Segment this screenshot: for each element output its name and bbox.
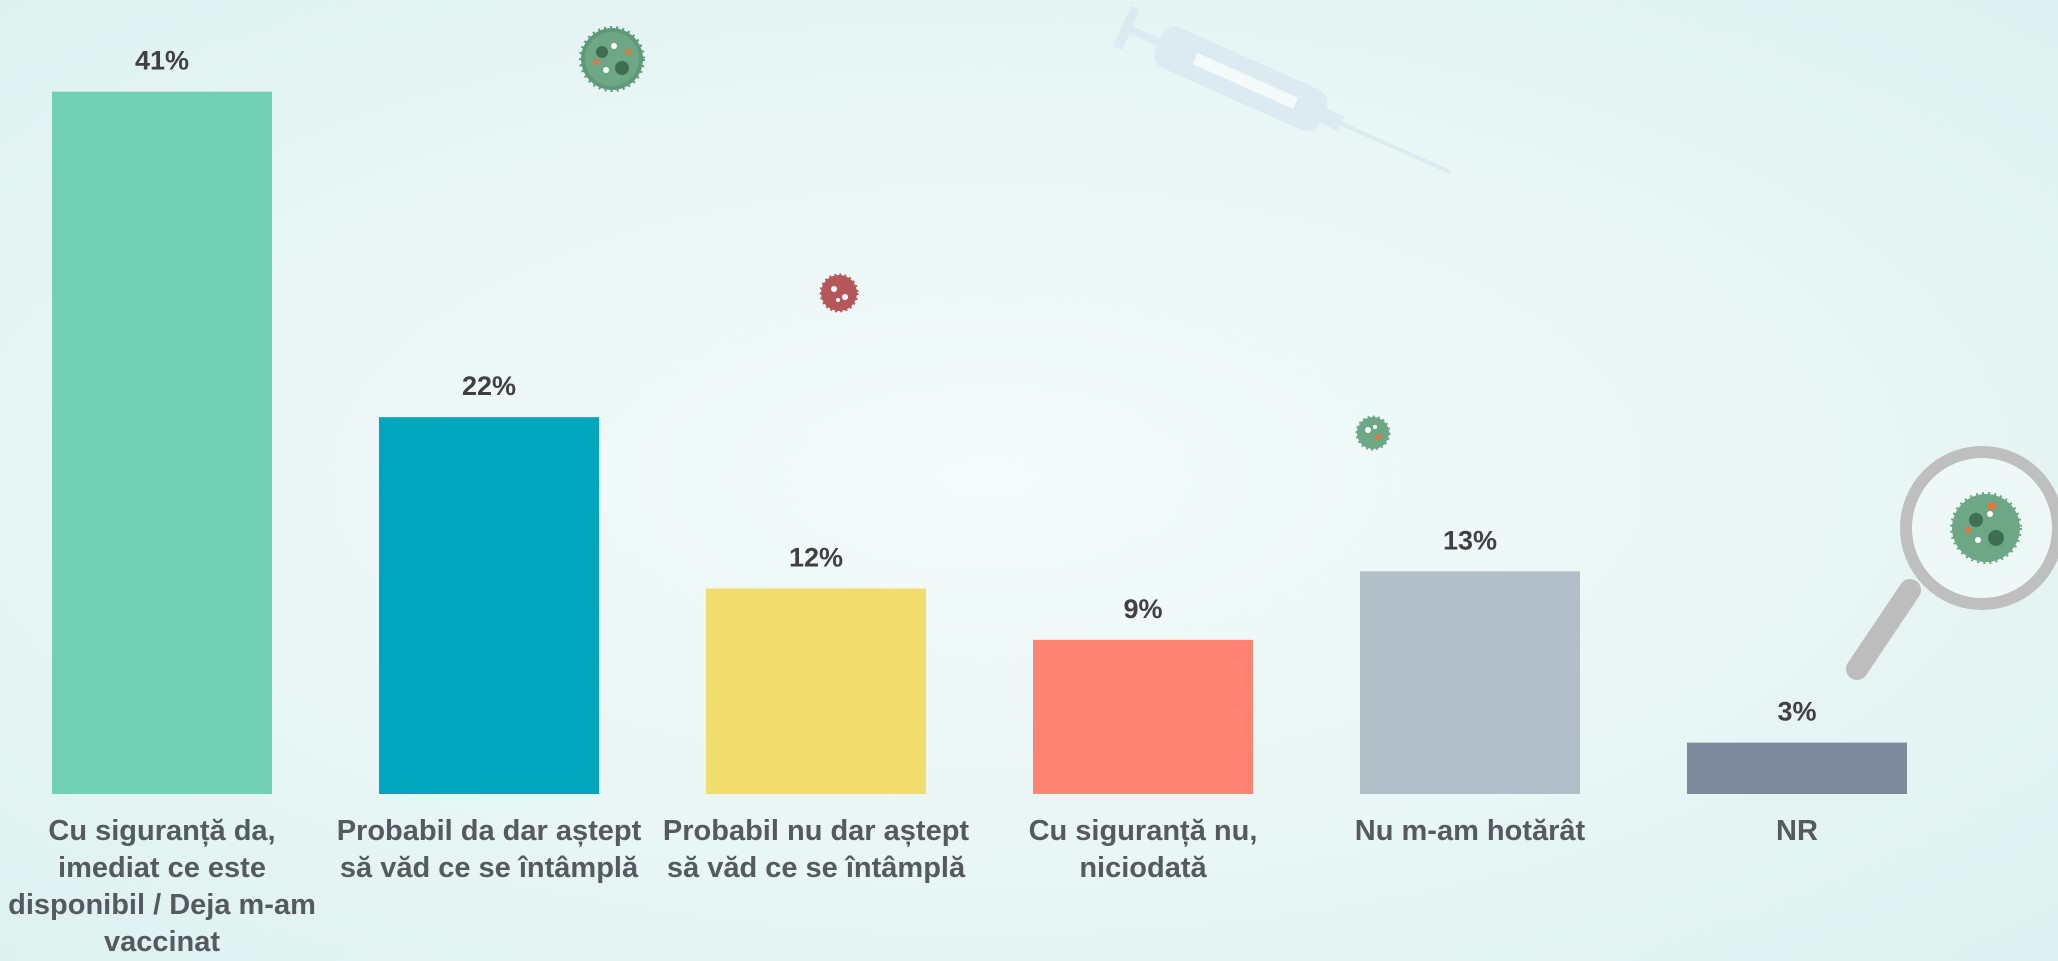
bar: [1360, 571, 1580, 794]
bar: [706, 588, 926, 794]
bar: [379, 417, 599, 794]
syringe-decoration: [1113, 5, 1452, 175]
value-label: 3%: [1777, 697, 1816, 727]
bar: [1033, 639, 1253, 794]
category-label: Cu siguranță da, imediat ce este disponi…: [8, 815, 316, 958]
category-label: NR: [1776, 815, 1818, 847]
value-label: 12%: [789, 542, 843, 572]
category-label: Nu m-am hotărât: [1354, 815, 1586, 847]
category-label: Cu siguranță nu, niciodată: [1028, 815, 1258, 884]
virus-decoration: [579, 26, 645, 92]
bar: [1687, 742, 1907, 794]
value-label: 22%: [462, 371, 516, 401]
value-label: 41%: [135, 46, 189, 76]
category-label: Probabil da dar aștept să văd ce se întâ…: [336, 815, 642, 884]
value-label: 9%: [1123, 594, 1162, 624]
bar: [52, 91, 272, 795]
virus-decoration: [819, 273, 859, 313]
virus-decoration: [1355, 415, 1391, 451]
value-label: 13%: [1443, 525, 1497, 555]
magnifier-decoration: [1846, 446, 2058, 680]
category-label: Probabil nu dar aștept să văd ce se întâ…: [662, 815, 970, 884]
